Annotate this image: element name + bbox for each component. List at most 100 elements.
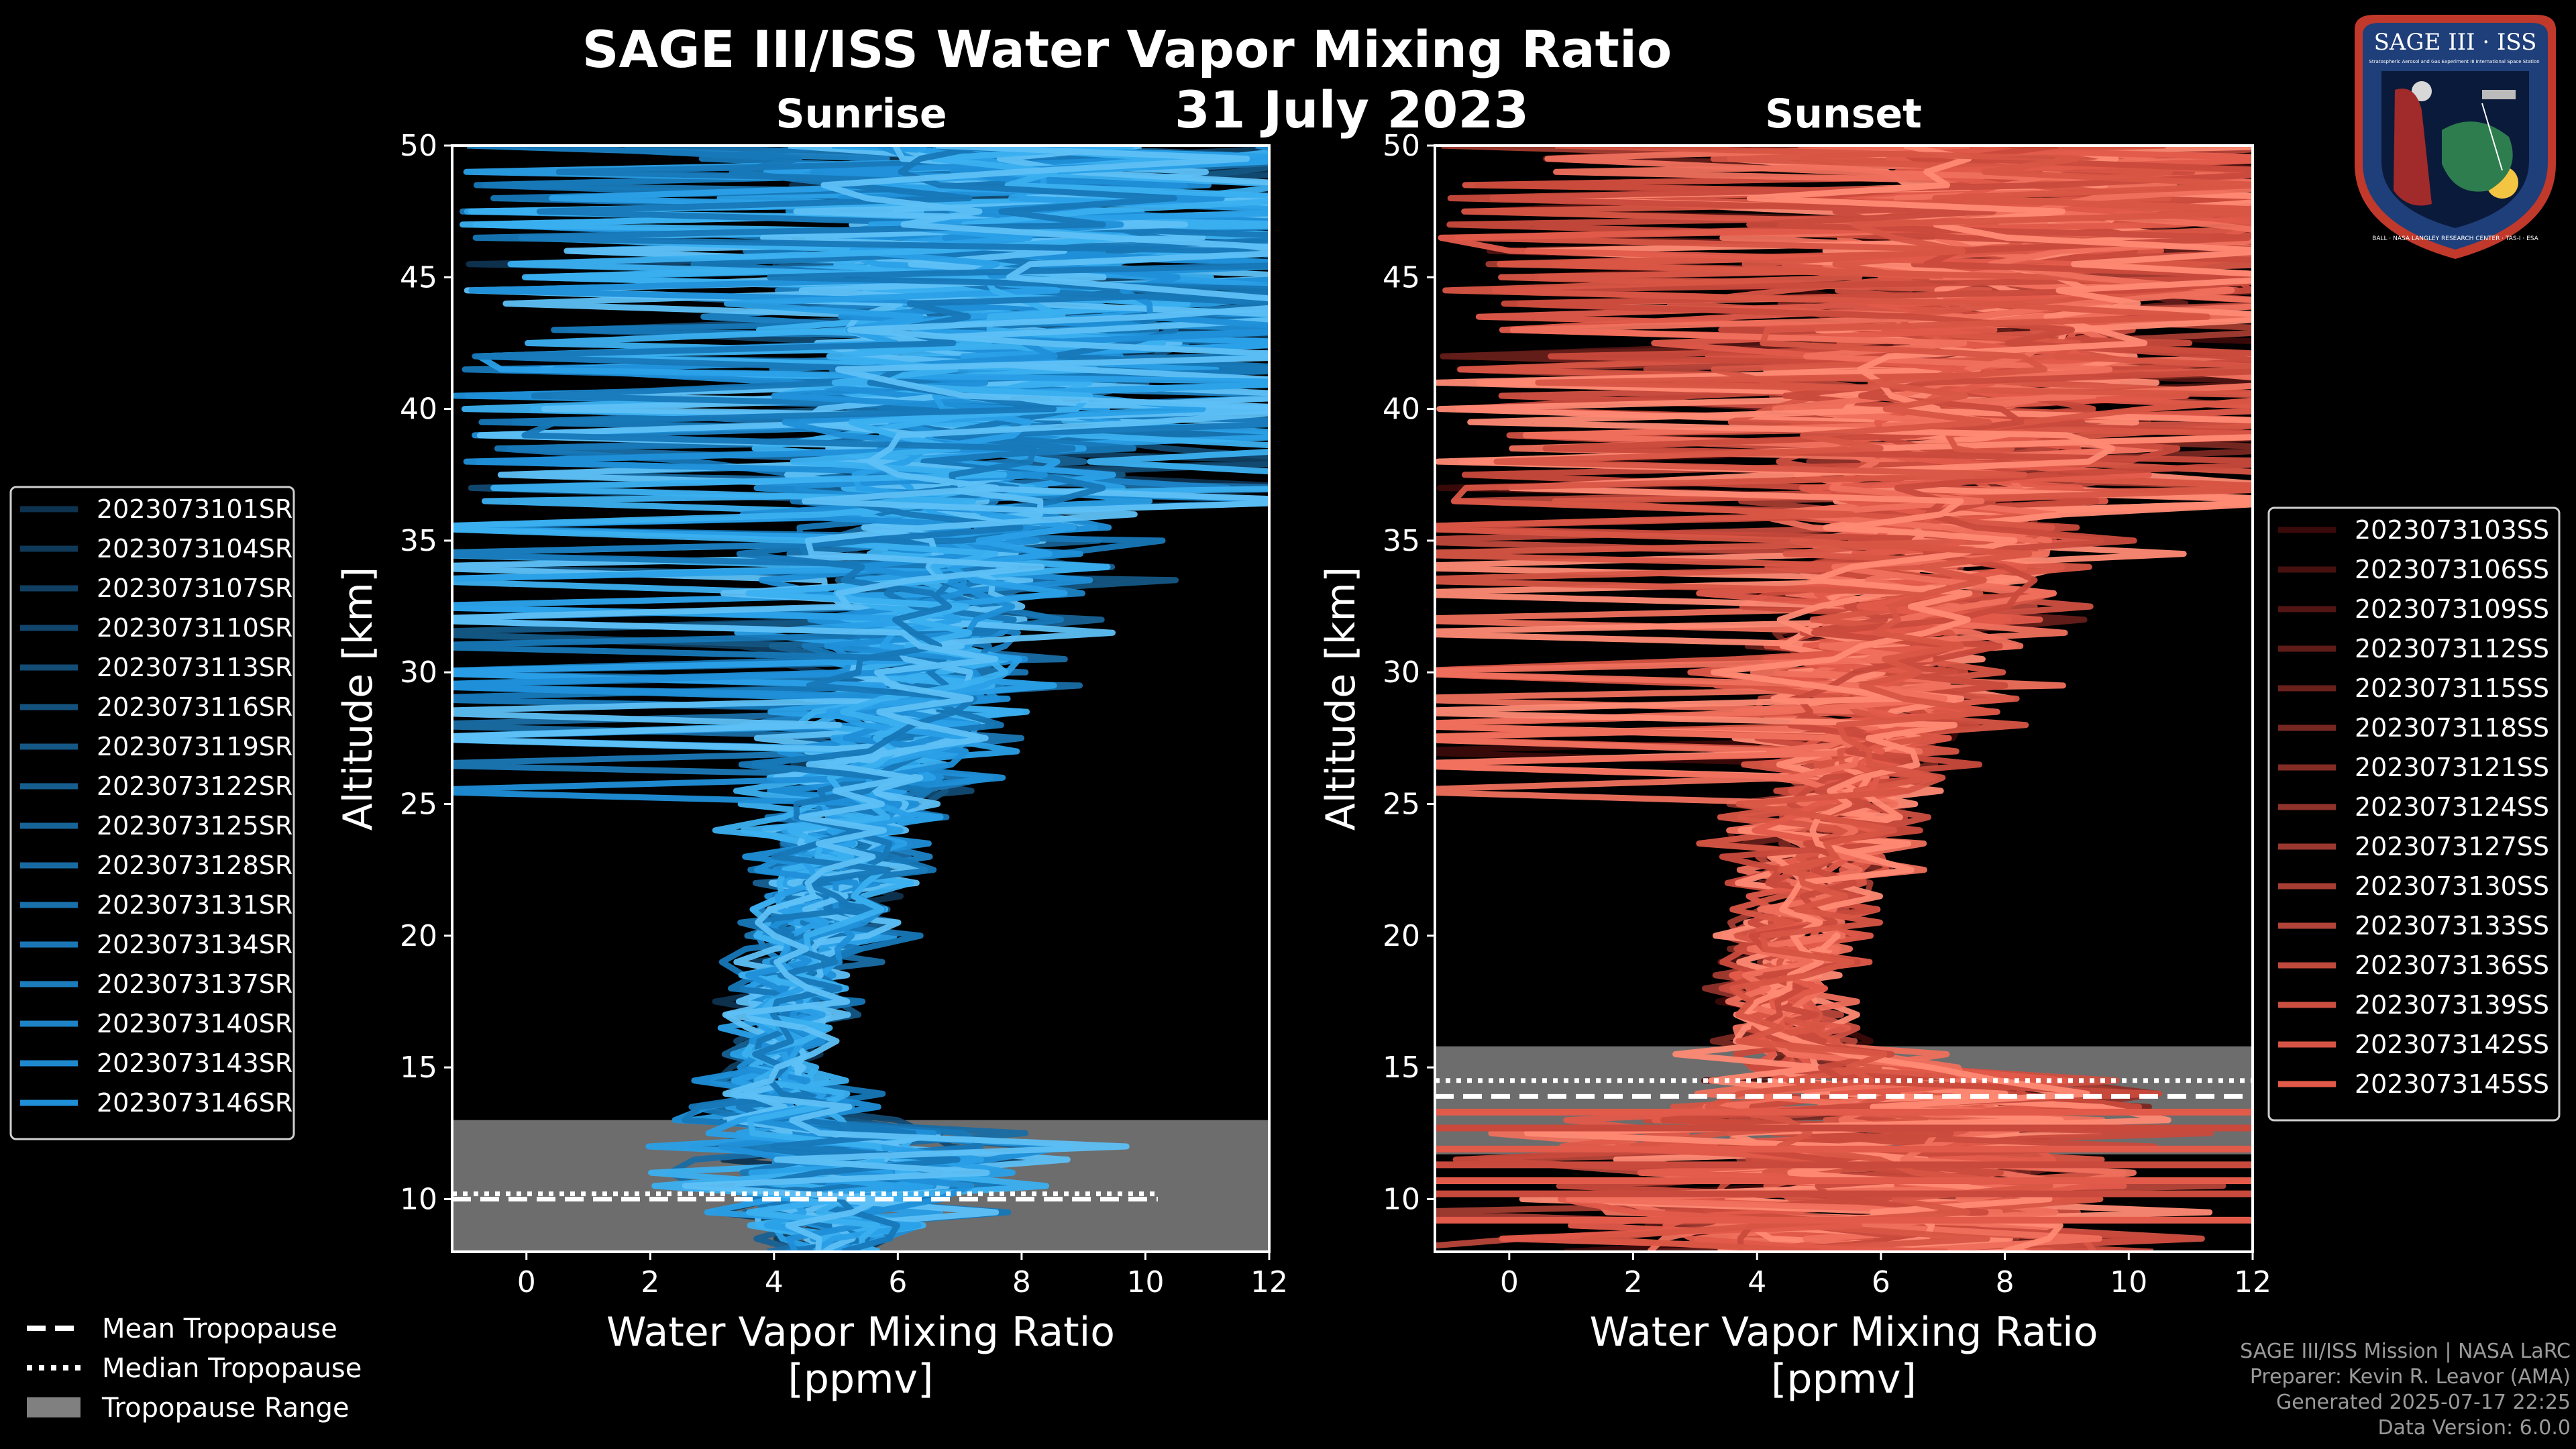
y-tick-label: 45 xyxy=(400,260,437,294)
legend-entry: 2023073140SR xyxy=(97,1009,292,1038)
x-tick-label: 0 xyxy=(517,1265,536,1299)
y-tick-label: 45 xyxy=(1383,260,1420,294)
panel-title: Sunrise xyxy=(775,91,947,138)
logo-sub-right: International Space Station xyxy=(2475,59,2539,64)
footer-credits: SAGE III/ISS Mission | NASA LaRC Prepare… xyxy=(2240,1339,2571,1441)
legend-entry: 2023073109SS xyxy=(2355,594,2549,624)
legend-box xyxy=(9,486,295,1140)
logo-beam xyxy=(2481,103,2503,171)
legend-entry: 2023073110SR xyxy=(97,613,292,643)
legend-entry: 2023073139SS xyxy=(2355,990,2549,1020)
legend-mean-tropopause-label: Mean Tropopause xyxy=(102,1313,337,1344)
y-tick-label: 40 xyxy=(400,392,437,427)
legend-entry: 2023073124SS xyxy=(2355,792,2549,822)
profile-line xyxy=(452,146,1269,1252)
legend-entry: 2023073128SR xyxy=(97,851,292,880)
y-tick-label: 20 xyxy=(1383,919,1420,953)
x-tick-label: 6 xyxy=(888,1265,907,1299)
sage-iii-iss-logo: SAGE III · ISS Stratospheric Aerosol and… xyxy=(2355,15,2556,259)
y-tick-label: 30 xyxy=(400,655,437,690)
x-axis-label-units: [ppmv] xyxy=(1771,1356,1917,1403)
x-tick-label: 4 xyxy=(765,1265,784,1299)
profile-line xyxy=(452,146,1269,1252)
legend-entry: 2023073107SR xyxy=(97,574,292,603)
legend-entry: 2023073101SR xyxy=(97,494,292,524)
profiles xyxy=(452,146,1269,1252)
legend-median-tropopause-label: Median Tropopause xyxy=(102,1353,362,1384)
logo-sub-left: Stratospheric Aerosol and Gas Experiment… xyxy=(2369,59,2474,64)
axes-frame xyxy=(1434,144,2254,1253)
legend-entry: 2023073142SS xyxy=(2355,1030,2549,1059)
legend-entry: 2023073104SR xyxy=(97,534,292,564)
profiles xyxy=(1435,146,2253,1252)
legend-entry: 2023073118SS xyxy=(2355,713,2549,743)
x-tick-label: 12 xyxy=(1250,1265,1288,1299)
x-tick-label: 8 xyxy=(1012,1265,1031,1299)
y-tick-label: 25 xyxy=(400,788,437,822)
legend-entry: 2023073103SS xyxy=(2355,515,2549,545)
logo-wizard-icon xyxy=(2394,89,2432,206)
logo-ring-text: BALL · NASA LANGLEY RESEARCH CENTER · TA… xyxy=(2372,235,2539,242)
footer-mission: SAGE III/ISS Mission | NASA LaRC xyxy=(2240,1340,2571,1363)
legend-entry: 2023073127SS xyxy=(2355,832,2549,861)
figure-date: 31 July 2023 xyxy=(1175,80,1529,140)
panel-title: Sunset xyxy=(1765,91,1922,138)
x-axis-label: Water Vapor Mixing Ratio xyxy=(1590,1309,2098,1356)
legend-entry: 2023073115SS xyxy=(2355,674,2549,703)
x-tick-label: 2 xyxy=(641,1265,659,1299)
y-tick-label: 30 xyxy=(1383,655,1420,690)
legend-entry: 2023073122SR xyxy=(97,771,292,801)
legend-entry: 2023073106SS xyxy=(2355,555,2549,584)
y-tick-label: 25 xyxy=(1383,788,1420,822)
x-axis-label-units: [ppmv] xyxy=(788,1356,934,1403)
x-tick-label: 10 xyxy=(1126,1265,1164,1299)
logo-earth-icon xyxy=(2442,121,2513,192)
legend-box xyxy=(2267,506,2561,1122)
footer-generated: Generated 2025-07-17 22:25 xyxy=(2275,1391,2571,1414)
legend-sunset: 2023073103SS 2023073106SS 2023073109SS 2023… xyxy=(2267,506,2561,1122)
y-tick-label: 15 xyxy=(400,1051,437,1085)
legend-entry: 2023073121SS xyxy=(2355,753,2549,782)
y-tick-label: 10 xyxy=(400,1182,437,1216)
legend-entry: 2023073131SR xyxy=(97,890,292,920)
logo-top-text: SAGE III · ISS xyxy=(2374,29,2537,56)
y-tick-label: 50 xyxy=(1383,129,1420,163)
logo-iss-icon xyxy=(2482,90,2516,99)
logo-moon-icon xyxy=(2412,81,2432,101)
panel-sunset: 0 2 4 6 8 10 12 10 15 20 25 30 35 40 45 50 Sunset Water V… xyxy=(1318,91,2561,1403)
legend-entry: 2023073134SR xyxy=(97,930,292,959)
legend-entry: 2023073116SR xyxy=(97,692,292,722)
legend-entry: 2023073125SR xyxy=(97,811,292,841)
footer-version: Data Version: 6.0.0 xyxy=(2377,1416,2571,1440)
legend-entry: 2023073133SS xyxy=(2355,911,2549,941)
legend-tropopause-range-label: Tropopause Range xyxy=(101,1393,350,1424)
y-tick-label: 10 xyxy=(1383,1182,1420,1216)
y-tick-label: 35 xyxy=(400,524,437,558)
x-tick-label: 12 xyxy=(2234,1265,2271,1299)
legend-tropopause-range-swatch xyxy=(27,1397,80,1417)
x-tick-label: 6 xyxy=(1872,1265,1890,1299)
profile-line xyxy=(1435,146,2253,1252)
figure-title: SAGE III/ISS Water Vapor Mixing Ratio xyxy=(582,19,1672,79)
y-tick-label: 35 xyxy=(1383,524,1420,558)
footer-preparer: Preparer: Kevin R. Leavor (AMA) xyxy=(2249,1365,2571,1389)
legend-entry: 2023073113SR xyxy=(97,653,292,682)
tropopause-legend: Mean Tropopause Median Tropopause Tropopau… xyxy=(27,1313,362,1424)
legend-entry: 2023073119SR xyxy=(97,732,292,761)
x-tick-label: 2 xyxy=(1624,1265,1643,1299)
x-tick-label: 4 xyxy=(1748,1265,1766,1299)
legend-entry: 2023073112SS xyxy=(2355,634,2549,663)
panel-sunrise: 0 2 4 6 8 10 12 10 15 20 25 30 35 40 45 50 Sunrise Water … xyxy=(9,91,1288,1403)
x-tick-label: 0 xyxy=(1500,1265,1519,1299)
legend-sunrise: 2023073101SR 2023073104SR 2023073107SR 2023… xyxy=(9,486,295,1140)
legend-entry: 2023073136SS xyxy=(2355,951,2549,980)
x-tick-label: 10 xyxy=(2110,1265,2147,1299)
legend-entry: 2023073145SS xyxy=(2355,1069,2549,1099)
y-tick-label: 50 xyxy=(400,129,437,163)
axes-frame xyxy=(451,144,1271,1253)
legend-entry: 2023073137SR xyxy=(97,969,292,999)
legend-entry: 2023073146SR xyxy=(97,1088,292,1118)
y-tick-label: 15 xyxy=(1383,1051,1420,1085)
y-tick-label: 40 xyxy=(1383,392,1420,427)
